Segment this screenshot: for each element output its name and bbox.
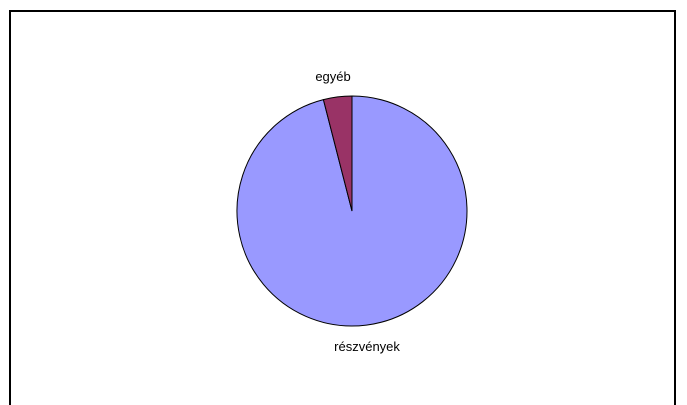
slice-label-egyeb: egyéb (315, 69, 350, 84)
slice-label-reszvenyek: részvények (334, 339, 400, 354)
pie-slices (236, 95, 468, 327)
pie-labels: részvények egyéb (315, 69, 400, 354)
pie-slice-egyeb (322, 95, 353, 212)
chart-area-border (9, 10, 676, 405)
